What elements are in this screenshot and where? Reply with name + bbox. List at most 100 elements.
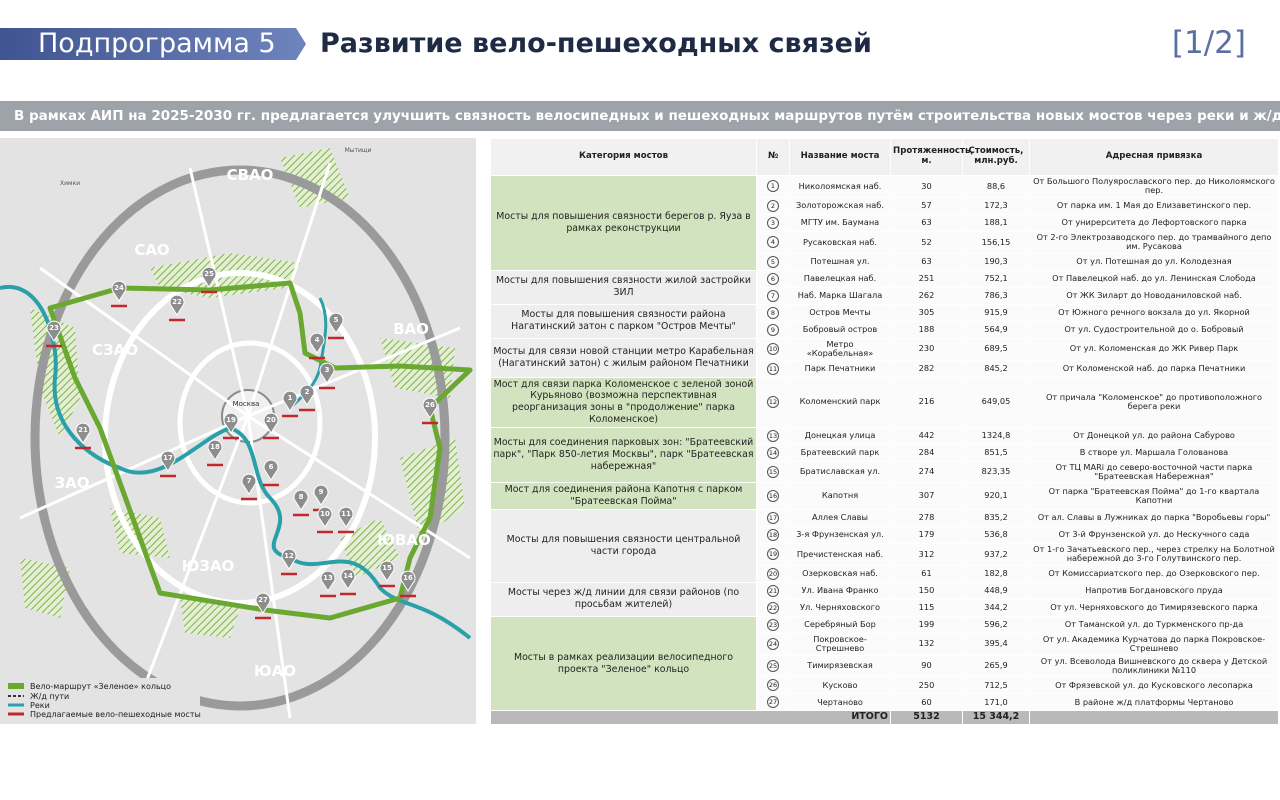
bridge-number: 4 bbox=[767, 236, 779, 249]
length-cell: 199 bbox=[890, 615, 963, 634]
length-cell: 115 bbox=[890, 598, 963, 617]
marker-label: 7 bbox=[247, 477, 252, 485]
address-cell: От Коломенской наб. до парка Печатники bbox=[1029, 359, 1279, 378]
bridge-number: 17 bbox=[767, 511, 779, 524]
length-cell: 63 bbox=[890, 252, 963, 271]
name-cell: Братеевский парк bbox=[789, 443, 891, 462]
district-label: ВАО bbox=[393, 320, 429, 338]
table-row: Мосты для связи новой станции метро Кара… bbox=[490, 337, 1279, 378]
number-cell: 23 bbox=[756, 615, 790, 634]
address-cell: От причала "Коломенское" до противополож… bbox=[1029, 376, 1279, 428]
bridge-number: 24 bbox=[767, 638, 779, 651]
total-cost: 15 344,2 bbox=[962, 710, 1030, 726]
length-cell: 63 bbox=[890, 213, 963, 232]
number-cell: 4 bbox=[756, 230, 790, 254]
cost-cell: 564,9 bbox=[962, 320, 1030, 339]
address-cell: От парка "Братеевская Пойма" до 1-го ква… bbox=[1029, 482, 1279, 510]
marker-label: 22 bbox=[172, 298, 182, 306]
table-row: 24 Покровское-Стрешнево 132 395,4 От ул. Ака… bbox=[491, 632, 1279, 656]
name-cell: Метро «Корабельная» bbox=[789, 337, 891, 361]
number-cell: 1 bbox=[756, 175, 790, 198]
cost-cell: 835,2 bbox=[962, 508, 1030, 527]
cost-cell: 937,2 bbox=[962, 542, 1030, 566]
number-cell: 25 bbox=[756, 654, 790, 678]
category-cell: Мосты через ж/д линии для связи районов … bbox=[490, 581, 757, 617]
bridge-number: 22 bbox=[767, 601, 779, 614]
marker-pin bbox=[309, 332, 325, 354]
marker-label: 8 bbox=[299, 493, 304, 501]
table-row: 26 Кусково 250 712,5 От Фрязевской ул. до Ку… bbox=[491, 676, 1279, 695]
table-row: 18 3-я Фрунзенская ул. 179 536,8 От 3-й Фрун… bbox=[491, 525, 1279, 544]
length-cell: 307 bbox=[890, 482, 963, 510]
bridge-number: 2 bbox=[767, 199, 779, 212]
district-label: ЮЗАО bbox=[182, 557, 235, 575]
bridge-marker: 19 bbox=[223, 412, 239, 440]
bridge-number: 23 bbox=[767, 618, 779, 631]
number-cell: 6 bbox=[756, 269, 790, 288]
table-row: Мосты через ж/д линии для связи районов … bbox=[490, 581, 1279, 617]
cost-cell: 920,1 bbox=[962, 482, 1030, 510]
length-cell: 312 bbox=[890, 542, 963, 566]
name-cell: Серебряный Бор bbox=[789, 615, 891, 634]
bridge-number: 12 bbox=[767, 396, 779, 409]
number-cell: 17 bbox=[756, 508, 790, 527]
cost-cell: 344,2 bbox=[962, 598, 1030, 617]
category-cell: Мосты для повышения связности района Наг… bbox=[490, 303, 757, 339]
table-row: Мосты в рамках реализации велосипедного … bbox=[490, 615, 1279, 712]
name-cell: 3-я Фрунзенская ул. bbox=[789, 525, 891, 544]
name-cell: Золоторожская наб. bbox=[789, 196, 891, 215]
cost-cell: 596,2 bbox=[962, 615, 1030, 634]
length-cell: 60 bbox=[890, 693, 963, 712]
bridge-number: 7 bbox=[767, 289, 779, 302]
length-cell: 90 bbox=[890, 654, 963, 678]
bridge-marker: 24 bbox=[111, 280, 127, 308]
bridge-marker: 23 bbox=[46, 320, 62, 348]
bridge-number: 5 bbox=[767, 255, 779, 268]
marker-pin bbox=[160, 450, 176, 472]
column-header: Стоимость, млн.руб. bbox=[962, 138, 1030, 176]
total-label: ИТОГО bbox=[490, 710, 891, 726]
marker-pin bbox=[340, 568, 356, 590]
marker-pin bbox=[255, 592, 271, 614]
number-cell: 2 bbox=[756, 196, 790, 215]
marker-pin bbox=[317, 506, 333, 528]
bridge-number: 18 bbox=[767, 528, 779, 541]
bridge-marker: 13 bbox=[320, 570, 336, 598]
bridge-marker: 15 bbox=[379, 560, 395, 588]
marker-label: 16 bbox=[403, 574, 413, 582]
category-cell: Мост для связи парка Коломенское с зелен… bbox=[490, 376, 757, 428]
category-cell: Мосты для связи новой станции метро Кара… bbox=[490, 337, 757, 378]
bridge-marker: 8 bbox=[293, 489, 309, 517]
name-cell: Кусково bbox=[789, 676, 891, 695]
marker-pin bbox=[320, 570, 336, 592]
number-cell: 20 bbox=[756, 564, 790, 583]
name-cell: Пречистенская наб. bbox=[789, 542, 891, 566]
name-cell: Капотня bbox=[789, 482, 891, 510]
number-cell: 3 bbox=[756, 213, 790, 232]
name-cell: Бобровый остров bbox=[789, 320, 891, 339]
marker-label: 5 bbox=[334, 316, 339, 324]
bridge-marker: 11 bbox=[338, 506, 354, 534]
table-row: 4 Русаковская наб. 52 156,15 От 2-го Электро… bbox=[491, 230, 1279, 254]
page-number: [1/2] bbox=[1171, 25, 1246, 61]
address-cell: От 1-го Зачатьевского пер., через стрелк… bbox=[1029, 542, 1279, 566]
address-cell: От ул. Черняховского до Тимирязевского п… bbox=[1029, 598, 1279, 617]
marker-label: 9 bbox=[319, 488, 324, 496]
legend-swatch bbox=[8, 683, 24, 689]
bridge-marker: 20 bbox=[263, 412, 279, 440]
name-cell: Аллея Славы bbox=[789, 508, 891, 527]
address-cell: От унирерситета до Лефортовского парка bbox=[1029, 213, 1279, 232]
bridge-marker: 10 bbox=[317, 506, 333, 534]
number-cell: 16 bbox=[756, 482, 790, 510]
bridge-number: 15 bbox=[767, 465, 779, 478]
bridge-number: 3 bbox=[767, 216, 779, 229]
bridge-marker: 5 bbox=[328, 312, 344, 340]
marker-pin bbox=[313, 484, 329, 506]
name-cell: Покровское-Стрешнево bbox=[789, 632, 891, 656]
marker-label: 13 bbox=[323, 574, 333, 582]
table-row: Мост для связи парка Коломенское с зелен… bbox=[490, 376, 1279, 428]
bridge-marker: 21 bbox=[75, 422, 91, 450]
bridge-number: 16 bbox=[767, 490, 779, 503]
